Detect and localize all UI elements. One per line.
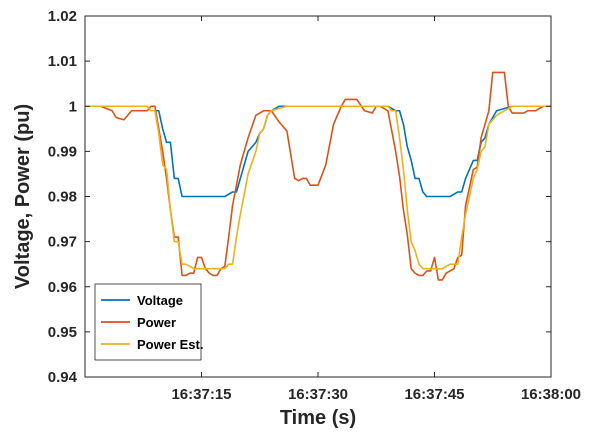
x-axis: 16:37:15 16:37:30 16:37:45 16:38:00 bbox=[171, 16, 581, 403]
y-tick-label: 1.01 bbox=[48, 53, 77, 70]
y-axis-title: Voltage, Power (pu) bbox=[12, 104, 34, 289]
series-line-power-est bbox=[85, 105, 551, 270]
legend-label: Voltage bbox=[137, 293, 183, 308]
legend: Voltage Power Power Est. bbox=[94, 283, 203, 361]
series-line-power bbox=[85, 71, 551, 281]
y-tick-label: 1 bbox=[69, 98, 77, 115]
x-tick-label: 16:37:45 bbox=[404, 386, 464, 403]
legend-label: Power Est. bbox=[137, 337, 203, 352]
y-tick-label: 1.02 bbox=[48, 8, 77, 25]
x-tick-label: 16:38:00 bbox=[521, 386, 581, 403]
y-tick-label: 0.94 bbox=[48, 369, 78, 386]
y-axis: 0.94 0.95 0.96 0.97 0.98 0.99 1 1.01 1.02 bbox=[48, 8, 551, 386]
x-tick-label: 16:37:15 bbox=[171, 386, 231, 403]
y-tick-label: 0.97 bbox=[48, 234, 77, 251]
x-tick-label: 16:37:30 bbox=[288, 386, 348, 403]
x-axis-title: Time (s) bbox=[280, 407, 356, 429]
legend-label: Power bbox=[137, 315, 176, 330]
y-tick-label: 0.96 bbox=[48, 279, 77, 296]
series-layer bbox=[85, 71, 551, 281]
y-tick-label: 0.99 bbox=[48, 143, 77, 160]
y-tick-label: 0.95 bbox=[48, 324, 77, 341]
y-tick-label: 0.98 bbox=[48, 189, 77, 206]
series-line-voltage bbox=[85, 105, 551, 198]
